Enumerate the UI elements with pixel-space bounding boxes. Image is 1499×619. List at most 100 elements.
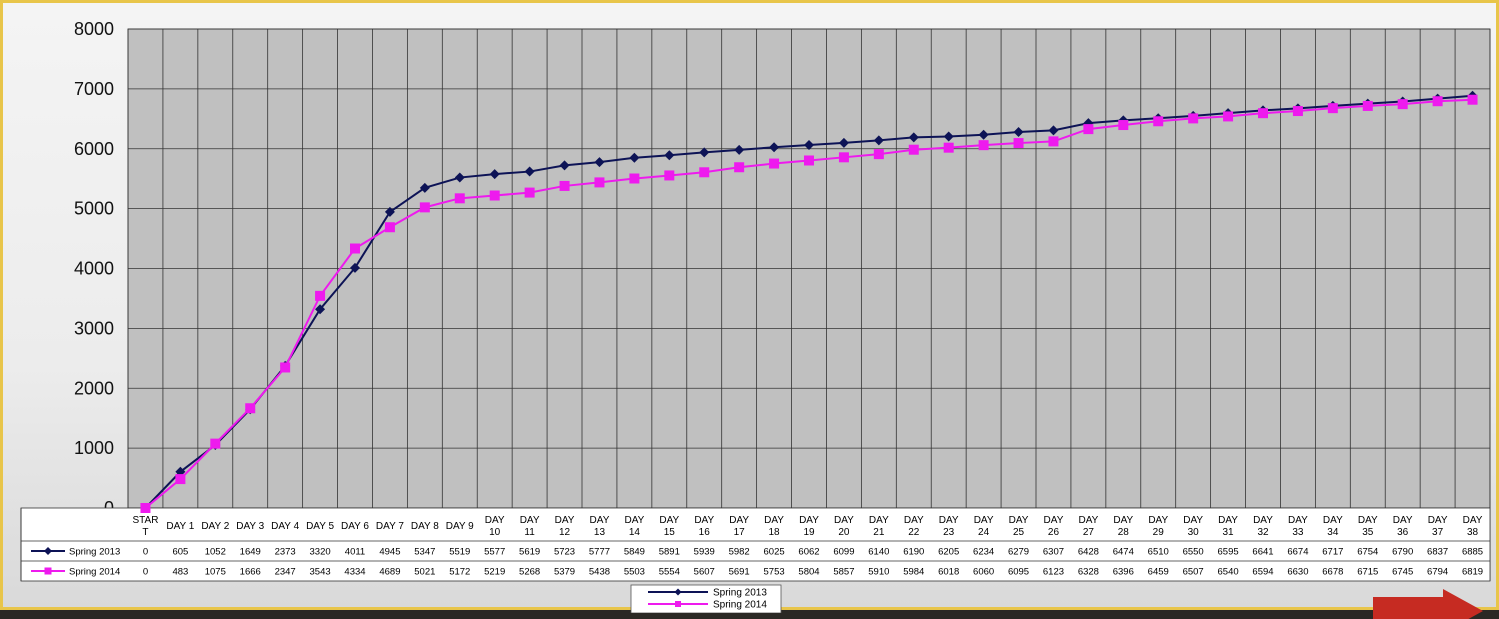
y-tick-label: 8000 [74, 19, 114, 39]
legend-key-marker [675, 601, 681, 607]
data-table [20, 507, 1491, 582]
data-point [1292, 106, 1303, 117]
y-tick-label: 5000 [74, 199, 114, 219]
x-tick-label: DAY 2 [201, 521, 229, 532]
x-tick-label: 12 [559, 527, 571, 538]
table-cell: 6099 [833, 547, 854, 558]
x-tick-label: DAY 5 [306, 521, 334, 532]
x-tick-label: DAY [1428, 515, 1448, 526]
x-tick-label: DAY [520, 515, 540, 526]
table-cell: 6550 [1183, 547, 1204, 558]
data-point [1432, 96, 1443, 107]
data-point [629, 173, 640, 184]
table-cell: 6754 [1357, 547, 1378, 558]
data-point [838, 137, 849, 148]
x-tick-label: DAY 3 [236, 521, 264, 532]
table-cell: 6507 [1183, 567, 1204, 578]
table-cell: 6123 [1043, 567, 1064, 578]
data-point [559, 160, 570, 171]
next-arrow-icon[interactable] [1373, 589, 1483, 619]
table-cell: 3543 [310, 567, 331, 578]
table-cell: 5753 [764, 567, 785, 578]
data-point [419, 182, 430, 193]
table-cell: 6641 [1252, 547, 1273, 558]
table-cell: 5219 [484, 567, 505, 578]
table-series-name: Spring 2014 [69, 567, 120, 578]
table-cell: 6428 [1078, 547, 1099, 558]
x-tick-label: DAY 6 [341, 521, 369, 532]
data-point [594, 157, 605, 168]
table-cell: 5554 [659, 567, 680, 578]
table-cell: 5777 [589, 547, 610, 558]
legend-label: Spring 2014 [713, 600, 767, 611]
data-point [384, 206, 395, 217]
x-tick-label: DAY 7 [376, 521, 404, 532]
data-point [873, 135, 884, 146]
x-tick-label: DAY [1113, 515, 1133, 526]
data-point [629, 152, 640, 163]
x-tick-label: 17 [734, 527, 746, 538]
table-cell: 6595 [1218, 547, 1239, 558]
table-cell: 6307 [1043, 547, 1064, 558]
data-point [769, 142, 780, 153]
x-tick-label: DAY [1253, 515, 1273, 526]
x-tick-label: 30 [1188, 527, 1200, 538]
x-tick-label: 18 [769, 527, 781, 538]
x-tick-label: DAY [624, 515, 644, 526]
table-cell: 6025 [764, 547, 785, 558]
data-point [489, 169, 500, 180]
data-point [1013, 127, 1024, 138]
x-tick-label: DAY [1323, 515, 1343, 526]
x-tick-label: 36 [1397, 527, 1409, 538]
x-tick-label: DAY [659, 515, 679, 526]
x-tick-label: 16 [699, 527, 711, 538]
x-tick-label: DAY [485, 515, 505, 526]
y-tick-label: 6000 [74, 139, 114, 159]
table-cell: 5804 [798, 567, 819, 578]
data-point [943, 131, 954, 142]
x-tick-label: STAR [132, 515, 158, 526]
x-tick-label: 24 [978, 527, 990, 538]
x-tick-label: 15 [664, 527, 676, 538]
table-cell: 5984 [903, 567, 924, 578]
x-tick-label: DAY [1218, 515, 1238, 526]
data-point [280, 362, 291, 373]
x-tick-label: 28 [1118, 527, 1130, 538]
data-point [1083, 118, 1094, 129]
x-tick-label: DAY [939, 515, 959, 526]
table-cell: 5910 [868, 567, 889, 578]
table-cell: 5021 [414, 567, 435, 578]
x-tick-label: DAY [729, 515, 749, 526]
x-tick-label: 19 [803, 527, 815, 538]
data-point [559, 180, 570, 191]
table-cell: 6885 [1462, 547, 1483, 558]
table-cell: 6717 [1322, 547, 1343, 558]
table-cell: 5607 [694, 567, 715, 578]
data-point [734, 162, 745, 173]
table-cell: 5849 [624, 547, 645, 558]
data-point [978, 140, 989, 151]
data-point [175, 474, 186, 485]
table-series-name: Spring 2013 [69, 547, 120, 558]
table-cell: 5891 [659, 547, 680, 558]
table-cell: 6205 [938, 547, 959, 558]
x-tick-label: 35 [1362, 527, 1374, 538]
table-cell: 5939 [694, 547, 715, 558]
data-point [734, 144, 745, 155]
table-cell: 6459 [1148, 567, 1169, 578]
data-point [524, 166, 535, 177]
table-cell: 5172 [449, 567, 470, 578]
table-cell: 3320 [310, 547, 331, 558]
x-tick-label: DAY 4 [271, 521, 299, 532]
data-point [1467, 94, 1478, 105]
x-tick-label: 27 [1083, 527, 1095, 538]
table-cell: 6474 [1113, 547, 1134, 558]
table-cell: 1052 [205, 547, 226, 558]
x-tick-label: DAY [1148, 515, 1168, 526]
table-cell: 6715 [1357, 567, 1378, 578]
x-tick-label: 10 [489, 527, 501, 538]
data-point [943, 142, 954, 153]
x-tick-label: T [142, 527, 148, 538]
table-cell: 5519 [449, 547, 470, 558]
table-cell: 0 [143, 567, 148, 578]
